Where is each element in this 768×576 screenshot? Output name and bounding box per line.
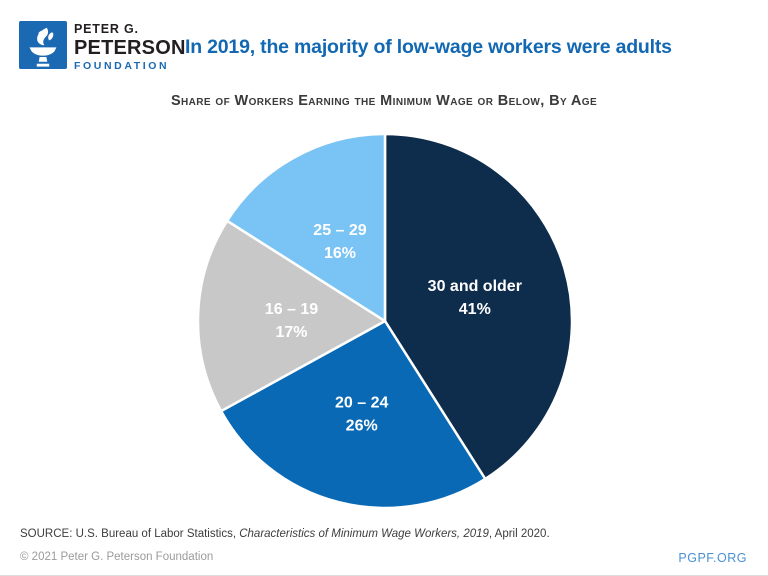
page-title: In 2019, the majority of low-wage worker… (185, 36, 672, 58)
pie-slice-label-4: 25 – 29 16% (313, 222, 366, 262)
pgpf-org-link[interactable]: PGPF.ORG (678, 551, 747, 565)
copyright-text: © 2021 Peter G. Peterson Foundation (20, 551, 214, 563)
chart-title: Share of Workers Earning the Minimum Wag… (170, 93, 598, 109)
brand-line-peter-g: PETER G. (74, 22, 139, 36)
source-publication: Characteristics of Minimum Wage Workers,… (239, 528, 489, 540)
pie-slice-4 (225, 132, 387, 323)
brand-line-foundation: FOUNDATION (74, 59, 170, 72)
pie-slice-label-1: 30 and older 41% (428, 278, 522, 318)
source-note: SOURCE: U.S. Bureau of Labor Statistics,… (20, 528, 550, 540)
source-suffix: , April 2020. (488, 528, 550, 540)
pie-slice-label-3: 16 – 19 17% (265, 301, 318, 341)
pie-slice-3 (196, 219, 387, 413)
pie-slice-2 (219, 319, 487, 510)
source-prefix: SOURCE: U.S. Bureau of Labor Statistics, (20, 528, 240, 540)
brand-wordmark: PETER G. PETERSON FOUNDATION (74, 23, 186, 71)
pie-slice-label-2: 20 – 24 26% (335, 395, 388, 435)
brand-line-peterson: PETERSON (74, 36, 186, 59)
pgpf-logo-icon (19, 21, 67, 69)
